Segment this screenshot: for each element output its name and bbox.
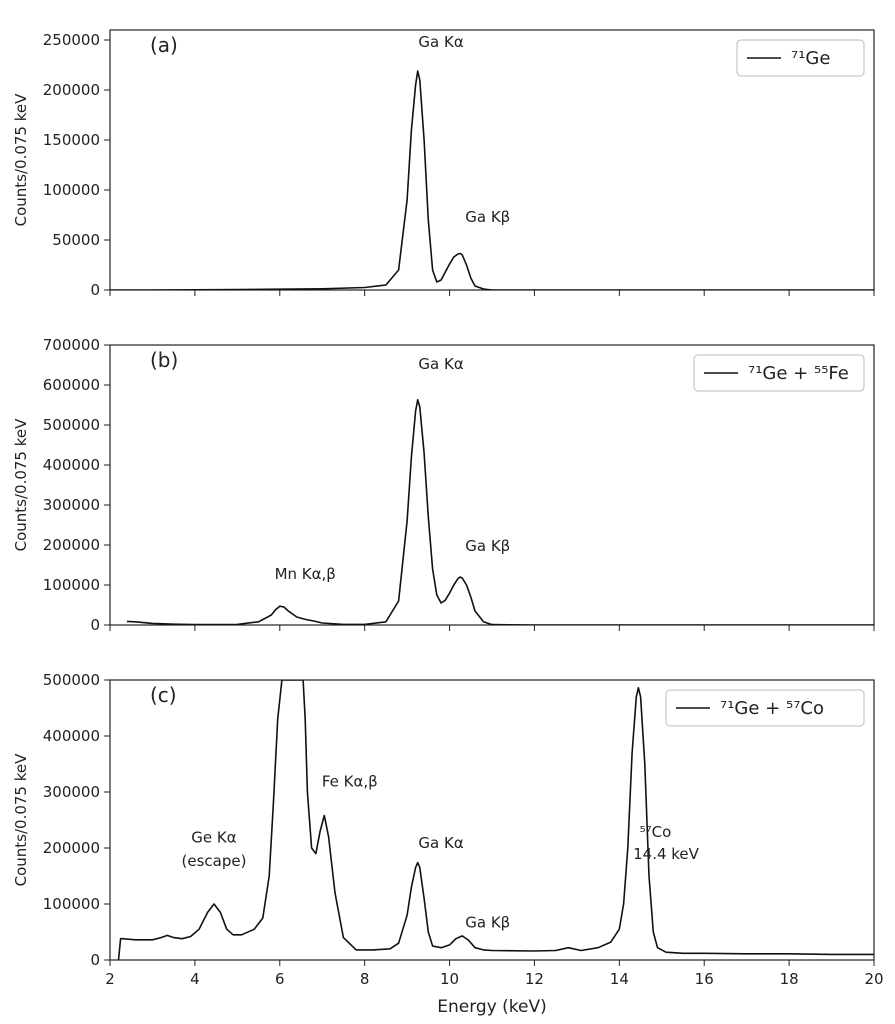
peak-annotation: Ga Kα [418, 355, 463, 373]
y-tick-label: 100000 [43, 895, 100, 913]
peak-annotation: Ga Kα [418, 834, 463, 852]
legend-entry: ⁷¹Ge + ⁵⁷Co [720, 698, 824, 719]
y-tick-label: 300000 [43, 783, 100, 801]
y-tick-label: 400000 [43, 727, 100, 745]
x-tick-label: 12 [525, 970, 544, 988]
peak-annotation: ⁵⁷Co [640, 823, 672, 841]
panel-a: 0 50000 100000 150000 200000 250000 Counts/0.0… [12, 29, 875, 299]
peak-annotation: Ga Kα [418, 33, 463, 51]
legend-entry: ⁷¹Ge + ⁵⁵Fe [748, 363, 849, 384]
x-tick-label: 6 [275, 970, 285, 988]
x-tick-label: 2 [105, 970, 115, 988]
y-tick-label: 500000 [43, 671, 100, 689]
peak-annotation: Mn Kα,β [275, 565, 336, 583]
panel-label: (b) [150, 348, 178, 372]
y-tick-label: 100000 [43, 181, 100, 199]
x-tick-label: 10 [440, 970, 459, 988]
y-tick-label: 0 [90, 281, 100, 299]
y-tick-label: 600000 [43, 376, 100, 394]
legend-box [665, 689, 865, 727]
y-tick-label: 0 [90, 951, 100, 969]
spectrum-line [126, 399, 874, 625]
y-axis-label: Counts/0.075 keV [12, 753, 30, 887]
legend-entry: ⁷¹Ge [791, 48, 830, 69]
plot-frame [109, 679, 875, 961]
peak-annotation: Ge Kα [191, 828, 236, 846]
peak-annotation: Fe Kα,β [322, 772, 378, 790]
legend: ⁷¹Ge [736, 39, 865, 77]
y-tick-label: 150000 [43, 131, 100, 149]
peak-annotation: 14.4 keV [633, 845, 700, 863]
y-tick-label: 200000 [43, 536, 100, 554]
legend: ⁷¹Ge + ⁵⁵Fe [693, 354, 865, 392]
x-tick-label: 18 [780, 970, 799, 988]
legend-box [693, 354, 865, 392]
panel-c: 0 100000 200000 300000 400000 500000 2 4 6 8 10 12 1… [12, 671, 884, 1017]
spectrum-line [117, 680, 874, 960]
y-tick-label: 700000 [43, 336, 100, 354]
x-tick-label: 8 [360, 970, 370, 988]
peak-annotation: Ga Kβ [465, 208, 510, 226]
y-axis-label: Counts/0.075 keV [12, 418, 30, 552]
x-tick-label: 4 [190, 970, 200, 988]
legend: ⁷¹Ge + ⁵⁷Co [665, 689, 865, 727]
y-tick-label: 100000 [43, 576, 100, 594]
panel-b: 0 100000 200000 300000 400000 500000 600000 700… [12, 336, 875, 634]
spectrum-line [110, 70, 874, 290]
y-tick-label: 250000 [43, 31, 100, 49]
x-tick-label: 14 [610, 970, 629, 988]
panel-label: (c) [150, 683, 177, 707]
y-tick-label: 200000 [43, 81, 100, 99]
y-tick-label: 300000 [43, 496, 100, 514]
y-tick-label: 400000 [43, 456, 100, 474]
y-tick-label: 200000 [43, 839, 100, 857]
x-tick-label: 16 [695, 970, 714, 988]
y-axis-label: Counts/0.075 keV [12, 93, 30, 227]
y-tick-label: 50000 [52, 231, 100, 249]
legend-box [736, 39, 865, 77]
y-tick-label: 500000 [43, 416, 100, 434]
peak-annotation: (escape) [182, 852, 247, 870]
peak-annotation: Ga Kβ [465, 537, 510, 555]
x-axis-label: Energy (keV) [437, 997, 547, 1017]
panel-label: (a) [150, 33, 178, 57]
x-tick-label: 20 [864, 970, 883, 988]
peak-annotation: Ga Kβ [465, 914, 510, 932]
y-tick-label: 0 [90, 616, 100, 634]
